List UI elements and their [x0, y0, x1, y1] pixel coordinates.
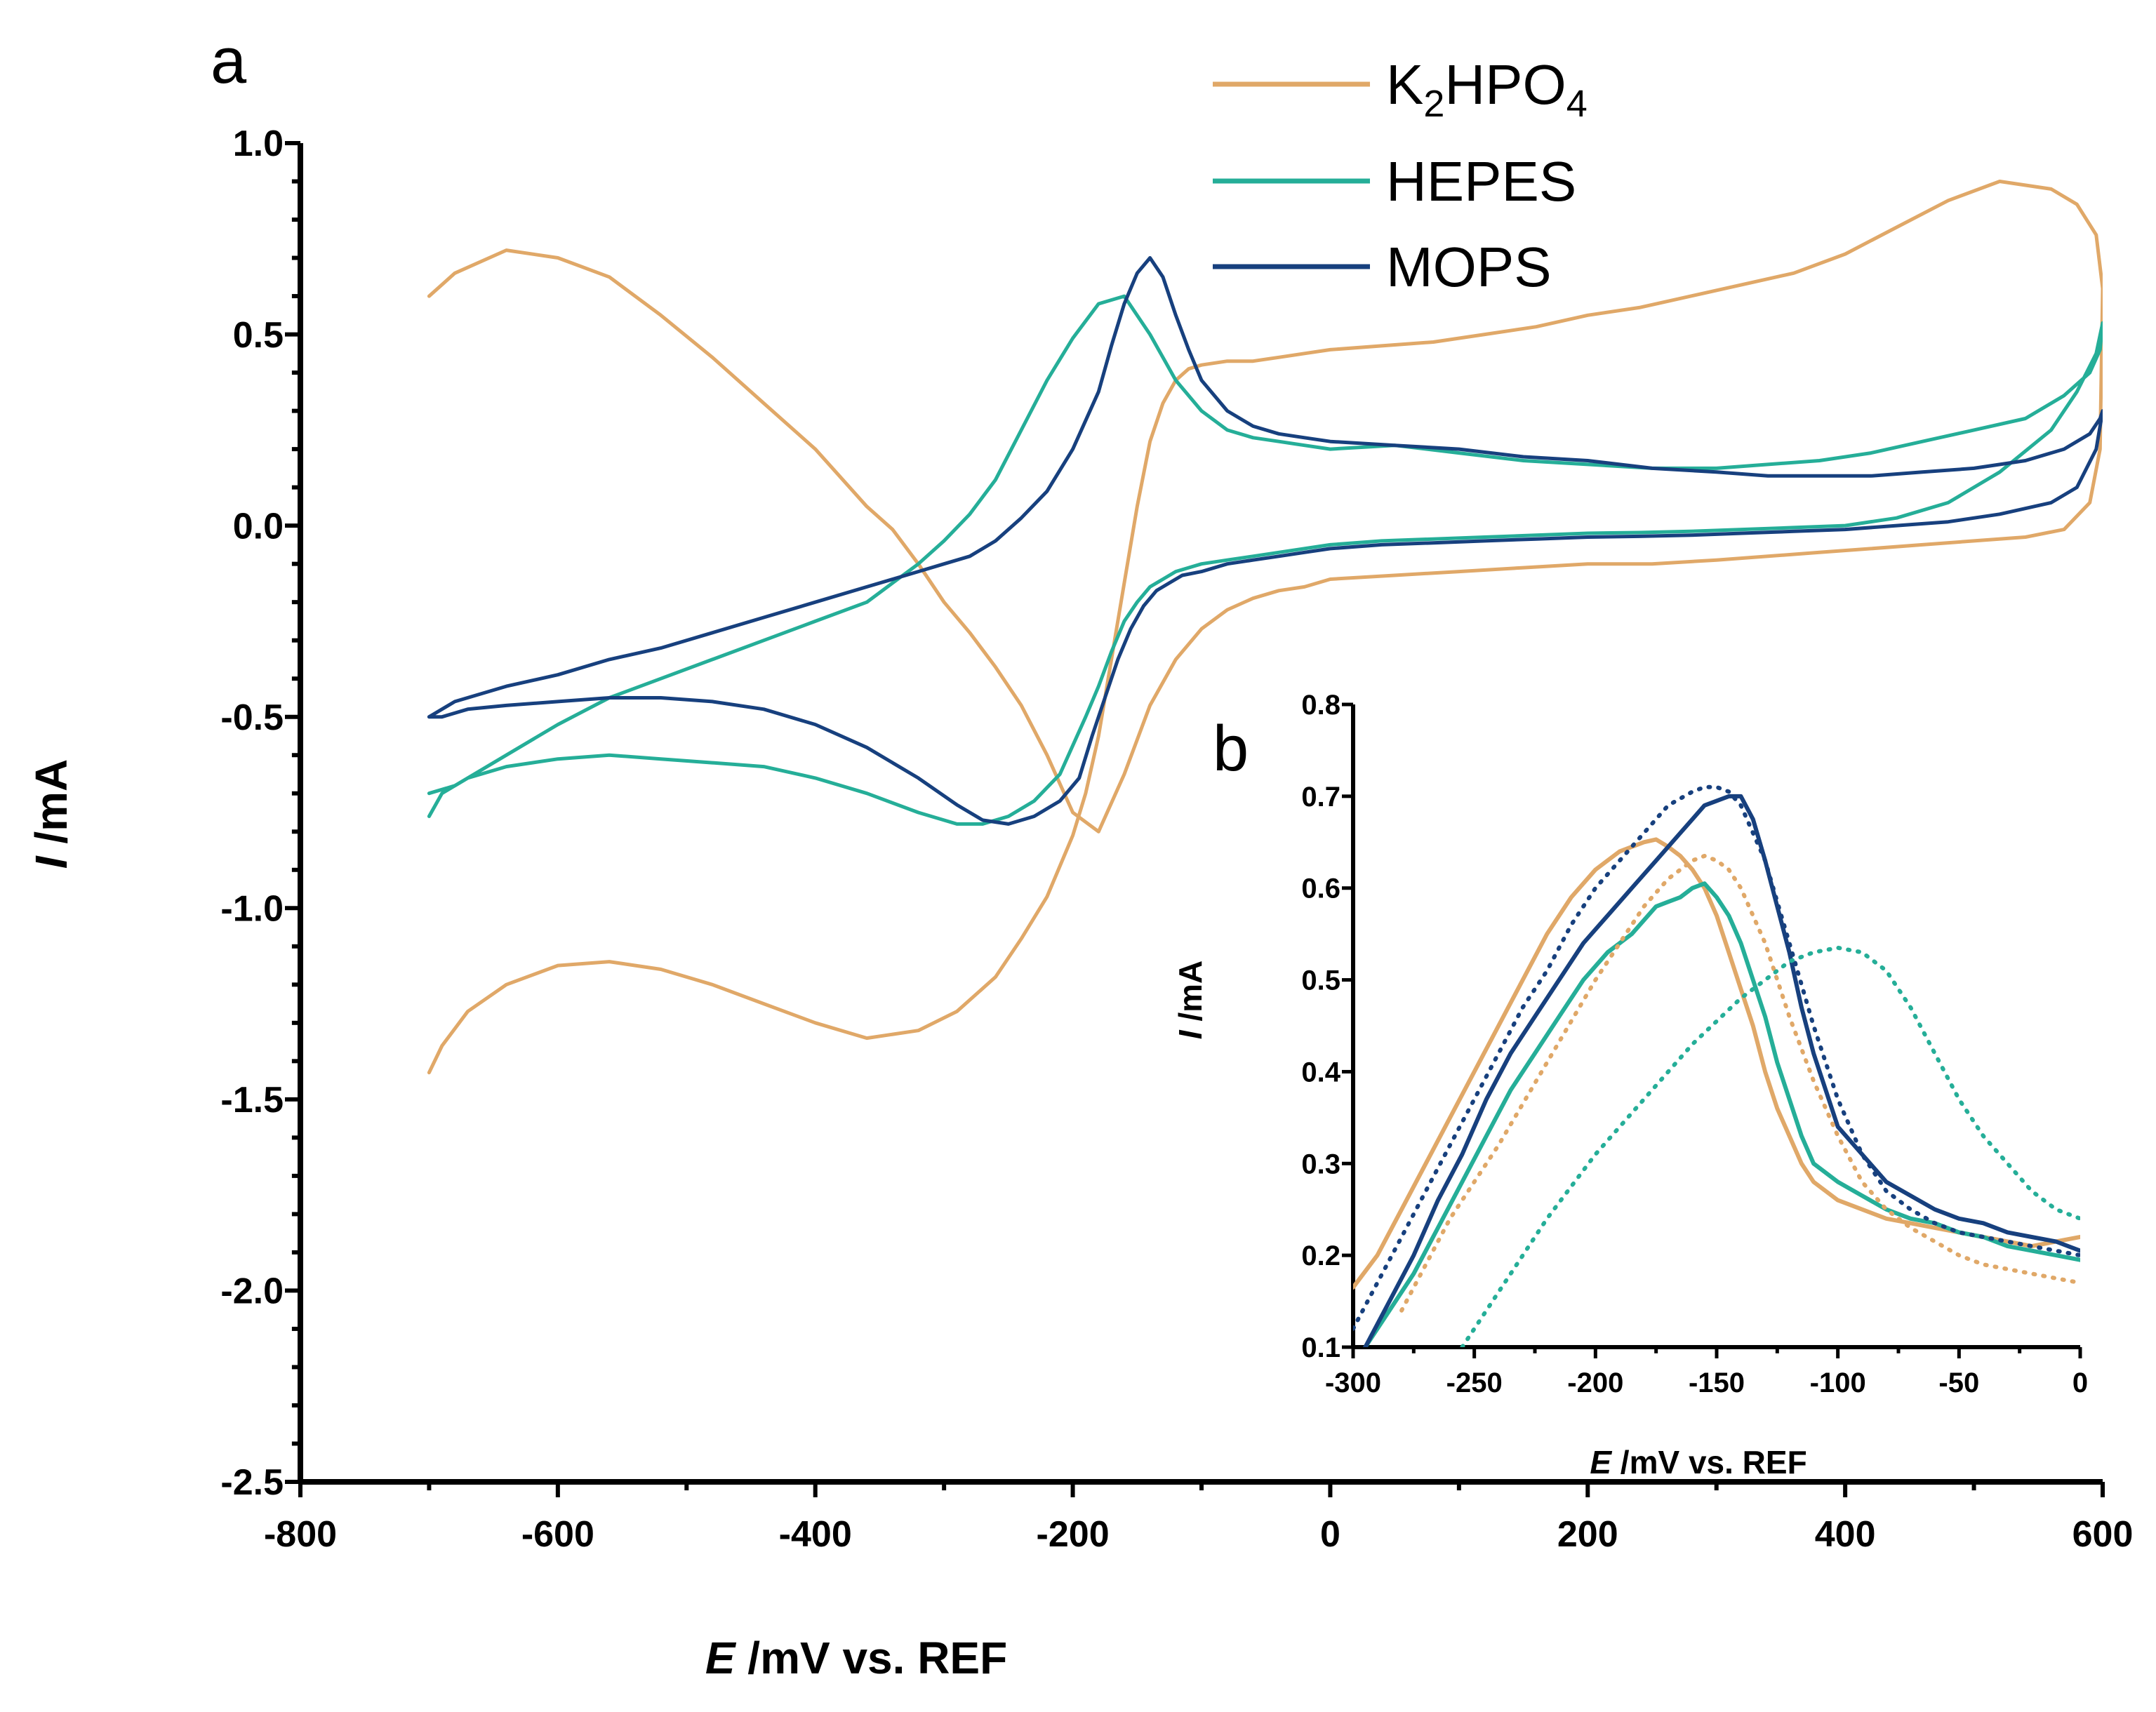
inset-y-tick-label: 0.8: [1301, 690, 1340, 721]
legend-label: MOPS: [1386, 236, 1552, 298]
main-y-tick-label: -0.5: [220, 697, 284, 738]
inset-y-tick-label: 0.3: [1301, 1149, 1340, 1179]
inset-series-4: [1353, 784, 2080, 1331]
inset-series-2: [1363, 794, 2080, 1347]
inset-x-tick-label: -250: [1446, 1367, 1503, 1398]
main-x-tick-label: 200: [1557, 1514, 1618, 1555]
main-series: [427, 180, 2103, 1075]
main-y-tick-label: -1.0: [220, 888, 284, 929]
main-x-tick-label: 400: [1815, 1514, 1876, 1555]
main-axes: -800 -600 -400 -200 0 200 400 600 1.0 0.5 0.0 -0.5 -…: [220, 123, 2133, 1555]
main-series-0: [427, 180, 2103, 1075]
main-y-tick-label: 0.0: [233, 506, 284, 547]
main-x-tick-label: -800: [264, 1514, 337, 1555]
panel-label-b: b: [1213, 713, 1249, 784]
inset-x-tick-label: -300: [1325, 1367, 1381, 1398]
main-x-tick-label: -600: [521, 1514, 594, 1555]
inset-chart: b -300 -250 -200 -150 -100 -50 0 0.8 0.7 0.6 0.5 0.…: [1172, 690, 2088, 1480]
inset-y-tick-label: 0.4: [1301, 1057, 1340, 1088]
inset-y-tick-label: 0.6: [1301, 874, 1340, 904]
main-x-tick-label: 600: [2072, 1514, 2134, 1555]
inset-x-axis-label-italic: E: [1590, 1444, 1612, 1480]
inset-axes: -300 -250 -200 -150 -100 -50 0 0.8 0.7 0.6 0.5 0.4 0…: [1301, 690, 2088, 1398]
inset-y-axis-label-italic: I: [1172, 1029, 1209, 1039]
main-y-tick-label: -1.5: [220, 1080, 284, 1121]
main-series-1: [427, 294, 2103, 826]
inset-x-tick-label: -100: [1810, 1367, 1866, 1398]
inset-y-axis-label-rest: /mA: [1172, 961, 1209, 1031]
inset-series-5: [1460, 945, 2080, 1347]
main-chart: a -800 -600 -400 -200 0 200 400 600 1.0 0.5 0.0 -0.…: [26, 25, 2133, 1683]
main-x-axis-label: E /mV vs. REF: [705, 1633, 1007, 1683]
inset-y-tick-label: 0.1: [1301, 1332, 1340, 1363]
inset-x-axis-label: E /mV vs. REF: [1590, 1444, 1806, 1480]
main-y-axis-label: I /mA: [26, 759, 76, 869]
main-y-tick-label: 0.5: [233, 315, 284, 356]
inset-series-0: [1353, 837, 2080, 1290]
main-x-axis-label-rest: /mV vs. REF: [736, 1633, 1008, 1683]
inset-x-tick-label: 0: [2072, 1367, 2088, 1398]
main-x-tick-label: -400: [779, 1514, 852, 1555]
legend-label: HEPES: [1386, 150, 1576, 213]
main-x-tick-label: -200: [1037, 1514, 1110, 1555]
main-y-axis-label-rest: /mA: [26, 759, 76, 857]
inset-x-tick-label: -200: [1567, 1367, 1623, 1398]
panel-label-a: a: [211, 25, 247, 97]
main-series-2: [427, 256, 2103, 826]
inset-y-tick-label: 0.7: [1301, 782, 1340, 812]
inset-y-tick-label: 0.5: [1301, 965, 1340, 996]
inset-y-axis-label: I /mA: [1172, 961, 1209, 1039]
main-y-tick-label: 1.0: [233, 123, 284, 164]
inset-x-tick-label: -50: [1938, 1367, 1979, 1398]
inset-y-tick-label: 0.2: [1301, 1240, 1340, 1271]
inset-series-3: [1399, 853, 2080, 1313]
main-y-axis-label-italic: I: [26, 855, 76, 869]
legend-label: K2HPO4: [1386, 53, 1588, 125]
main-x-tick-label: 0: [1320, 1514, 1340, 1555]
main-y-tick-label: -2.5: [220, 1462, 284, 1503]
inset-series: [1353, 784, 2080, 1347]
inset-x-tick-label: -150: [1689, 1367, 1745, 1398]
main-y-tick-label: -2.0: [220, 1271, 284, 1312]
main-x-axis-label-italic: E: [705, 1633, 737, 1683]
inset-x-axis-label-rest: /mV vs. REF: [1611, 1444, 1807, 1480]
legend: K2HPO4 HEPES MOPS: [1213, 53, 1588, 298]
